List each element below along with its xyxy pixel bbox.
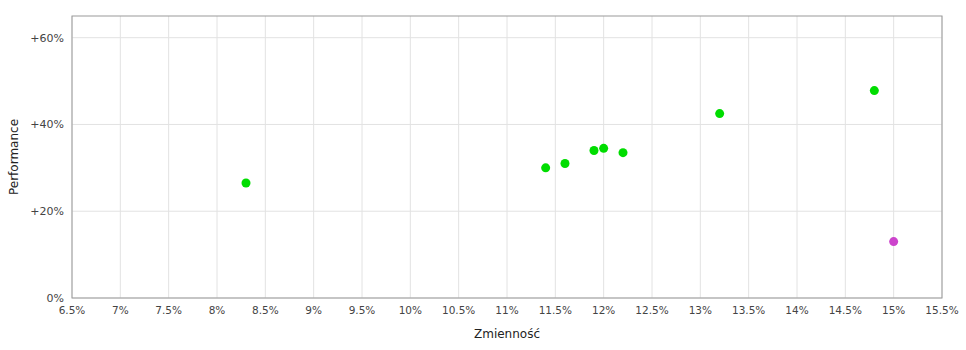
x-grid-line	[797, 16, 798, 298]
x-grid-line	[168, 16, 169, 298]
x-grid-line	[458, 16, 459, 298]
series	[889, 237, 898, 246]
point	[561, 159, 570, 168]
x-tick-label: 12.5%	[635, 304, 668, 316]
x-grid-line	[845, 16, 846, 298]
point	[541, 163, 550, 172]
x-axis-label: Zmienność	[474, 327, 540, 341]
marks	[242, 86, 899, 246]
grid	[72, 16, 942, 298]
x-grid-line	[748, 16, 749, 298]
point	[889, 237, 898, 246]
point	[870, 86, 879, 95]
y-tick-label: +60%	[30, 32, 64, 45]
x-tick-label: 8%	[209, 304, 226, 316]
series	[242, 86, 879, 187]
x-grid-line	[362, 16, 363, 298]
chart-container: 6.5% 7% 7.5% 8% 8.5% 9% 9.5% 10% 10.5% 11% 11.5% 12…	[0, 0, 966, 350]
point	[619, 148, 628, 157]
x-grid-line	[410, 16, 411, 298]
y-grid-line	[72, 211, 942, 212]
x-tick-label: 13.5%	[732, 304, 765, 316]
x-grid-line	[652, 16, 653, 298]
x-grid-line	[217, 16, 218, 298]
x-tick-label: 7.5%	[155, 304, 182, 316]
point	[242, 179, 251, 188]
y-axis-label: Performance	[7, 119, 21, 195]
x-tick-label: 10.5%	[442, 304, 475, 316]
point	[599, 144, 608, 153]
x-tick-label: 9.5%	[349, 304, 376, 316]
x-grid-line	[555, 16, 556, 298]
x-tick-label: 7%	[112, 304, 129, 316]
x-tick-label: 10%	[399, 304, 422, 316]
x-grid-line	[893, 16, 894, 298]
point	[715, 109, 724, 118]
x-tick-label: 14%	[785, 304, 808, 316]
plot-frame	[72, 16, 942, 298]
y-grid-line	[72, 37, 942, 38]
x-tick-label: 15%	[882, 304, 905, 316]
x-grid-line	[313, 16, 314, 298]
chart-svg: 6.5% 7% 7.5% 8% 8.5% 9% 9.5% 10% 10.5% 11% 11.5% 12…	[0, 0, 966, 350]
x-tick-label: 13%	[689, 304, 712, 316]
x-tick-label: 9%	[305, 304, 322, 316]
x-grid-line	[603, 16, 604, 298]
x-tick-label: 8.5%	[252, 304, 279, 316]
x-grid-line	[120, 16, 121, 298]
y-tick-label: +20%	[30, 205, 64, 218]
x-tick-label: 6.5%	[59, 304, 86, 316]
x-tick-label: 12%	[592, 304, 615, 316]
x-tick-label: 14.5%	[829, 304, 862, 316]
point	[590, 146, 599, 155]
y-tick-label: 0%	[47, 292, 64, 305]
x-tick-label: 15.5%	[925, 304, 958, 316]
x-grid-line	[507, 16, 508, 298]
x-grid-line	[265, 16, 266, 298]
x-tick-label: 11.5%	[539, 304, 572, 316]
y-grid-line	[72, 124, 942, 125]
y-tick-label: +40%	[30, 118, 64, 131]
plot-background	[72, 16, 942, 298]
x-grid-line	[700, 16, 701, 298]
x-tick-label: 11%	[495, 304, 518, 316]
